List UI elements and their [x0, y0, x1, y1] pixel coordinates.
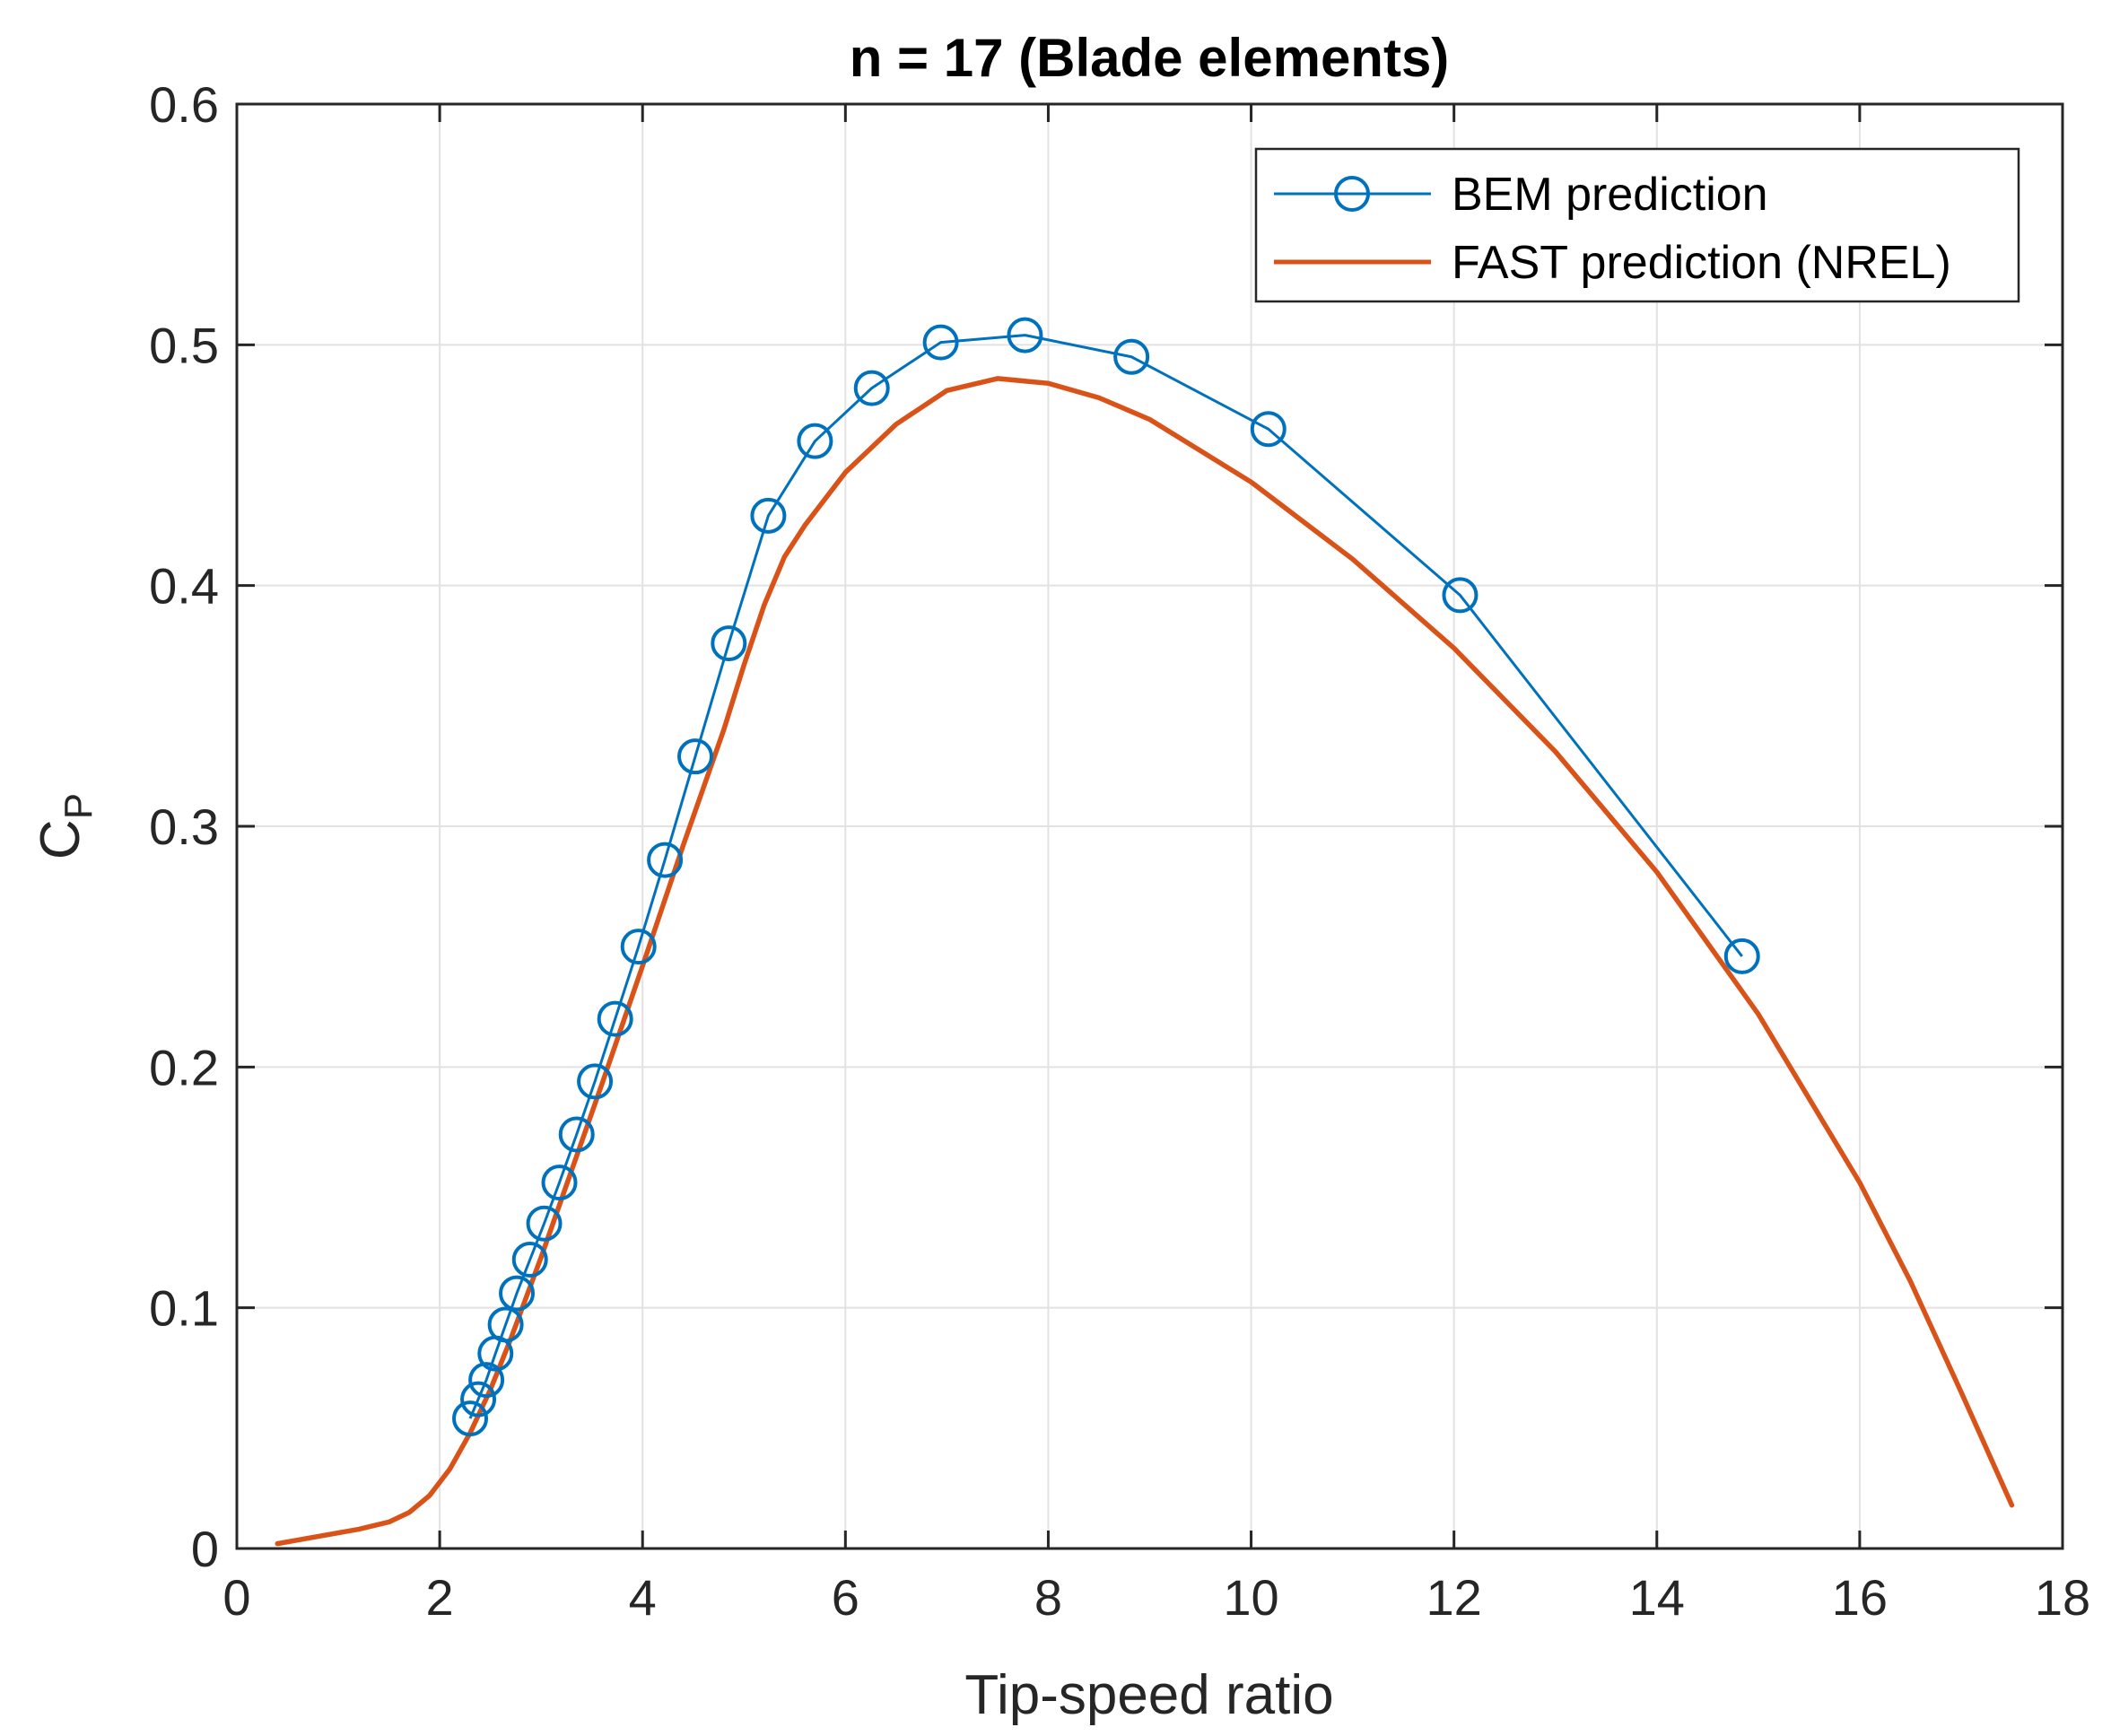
x-tick-label: 16 — [1832, 1569, 1888, 1626]
bem-data-point — [597, 1000, 633, 1037]
bem-data-point — [541, 1165, 578, 1201]
tick-labels: 0 2 4 6 8 10 12 14 16 18 0 0.1 0.2 0.3 0.4 0.5 0.6 — [149, 76, 2090, 1626]
bem-data-point — [711, 625, 747, 662]
chart-title: n = 17 (Blade elements) — [850, 28, 1450, 88]
legend-label-fast: FAST prediction (NREL) — [1452, 237, 1951, 289]
bem-data-point — [1442, 577, 1479, 614]
x-tick-label: 2 — [426, 1569, 454, 1626]
y-tick-label: 0 — [191, 1521, 219, 1577]
x-tick-label: 6 — [832, 1569, 859, 1626]
bem-data-point — [797, 423, 833, 459]
y-axis-label-main: C — [30, 819, 92, 859]
x-axis-label: Tip-speed ratio — [964, 1664, 1333, 1726]
bem-data-point — [511, 1242, 548, 1278]
legend-box — [1254, 147, 2020, 303]
x-tick-label: 12 — [1426, 1569, 1482, 1626]
y-tick-label: 0.4 — [149, 558, 219, 615]
y-axis-label-subscript: P — [57, 793, 100, 819]
x-tick-label: 8 — [1034, 1569, 1062, 1626]
bem-data-point — [526, 1205, 563, 1242]
series-line-fast — [275, 376, 2015, 1547]
y-tick-label: 0.5 — [149, 317, 219, 373]
bem-data-point — [460, 1381, 497, 1418]
series — [275, 317, 2015, 1547]
y-tick-label: 0.6 — [149, 76, 219, 133]
bem-data-point — [750, 497, 787, 534]
bem-data-point — [853, 370, 890, 406]
x-tick-label: 0 — [222, 1569, 250, 1626]
legend-label-bem: BEM prediction — [1452, 169, 1768, 221]
legend-swatch-bem-marker — [1334, 176, 1370, 212]
axes-box — [235, 102, 2064, 1550]
bem-data-point — [1723, 938, 1760, 974]
bem-data-point — [1113, 338, 1150, 375]
y-axis-label: CP — [30, 793, 100, 859]
bem-data-point — [577, 1063, 614, 1100]
x-tick-label: 18 — [2035, 1569, 2090, 1626]
bem-data-point — [1007, 317, 1043, 353]
y-tick-label: 0.3 — [149, 798, 219, 855]
bem-data-point — [499, 1275, 536, 1312]
series-line-bem — [468, 334, 1743, 1419]
x-tick-label: 10 — [1223, 1569, 1278, 1626]
y-tick-label: 0.1 — [149, 1280, 219, 1337]
bem-data-point — [677, 738, 714, 775]
x-tick-label: 4 — [629, 1569, 657, 1626]
bem-data-point — [1250, 411, 1287, 448]
bem-data-point — [468, 1362, 505, 1399]
x-tick-label: 14 — [1629, 1569, 1685, 1626]
bem-data-point — [487, 1306, 524, 1343]
bem-data-point — [452, 1400, 489, 1437]
bem-data-point — [558, 1116, 595, 1153]
legend: BEM prediction FAST prediction (NREL) — [1254, 147, 2020, 303]
bem-data-point — [922, 324, 959, 361]
bem-data-point — [620, 929, 657, 965]
y-tick-label: 0.2 — [149, 1039, 219, 1095]
bem-data-point — [647, 842, 684, 878]
